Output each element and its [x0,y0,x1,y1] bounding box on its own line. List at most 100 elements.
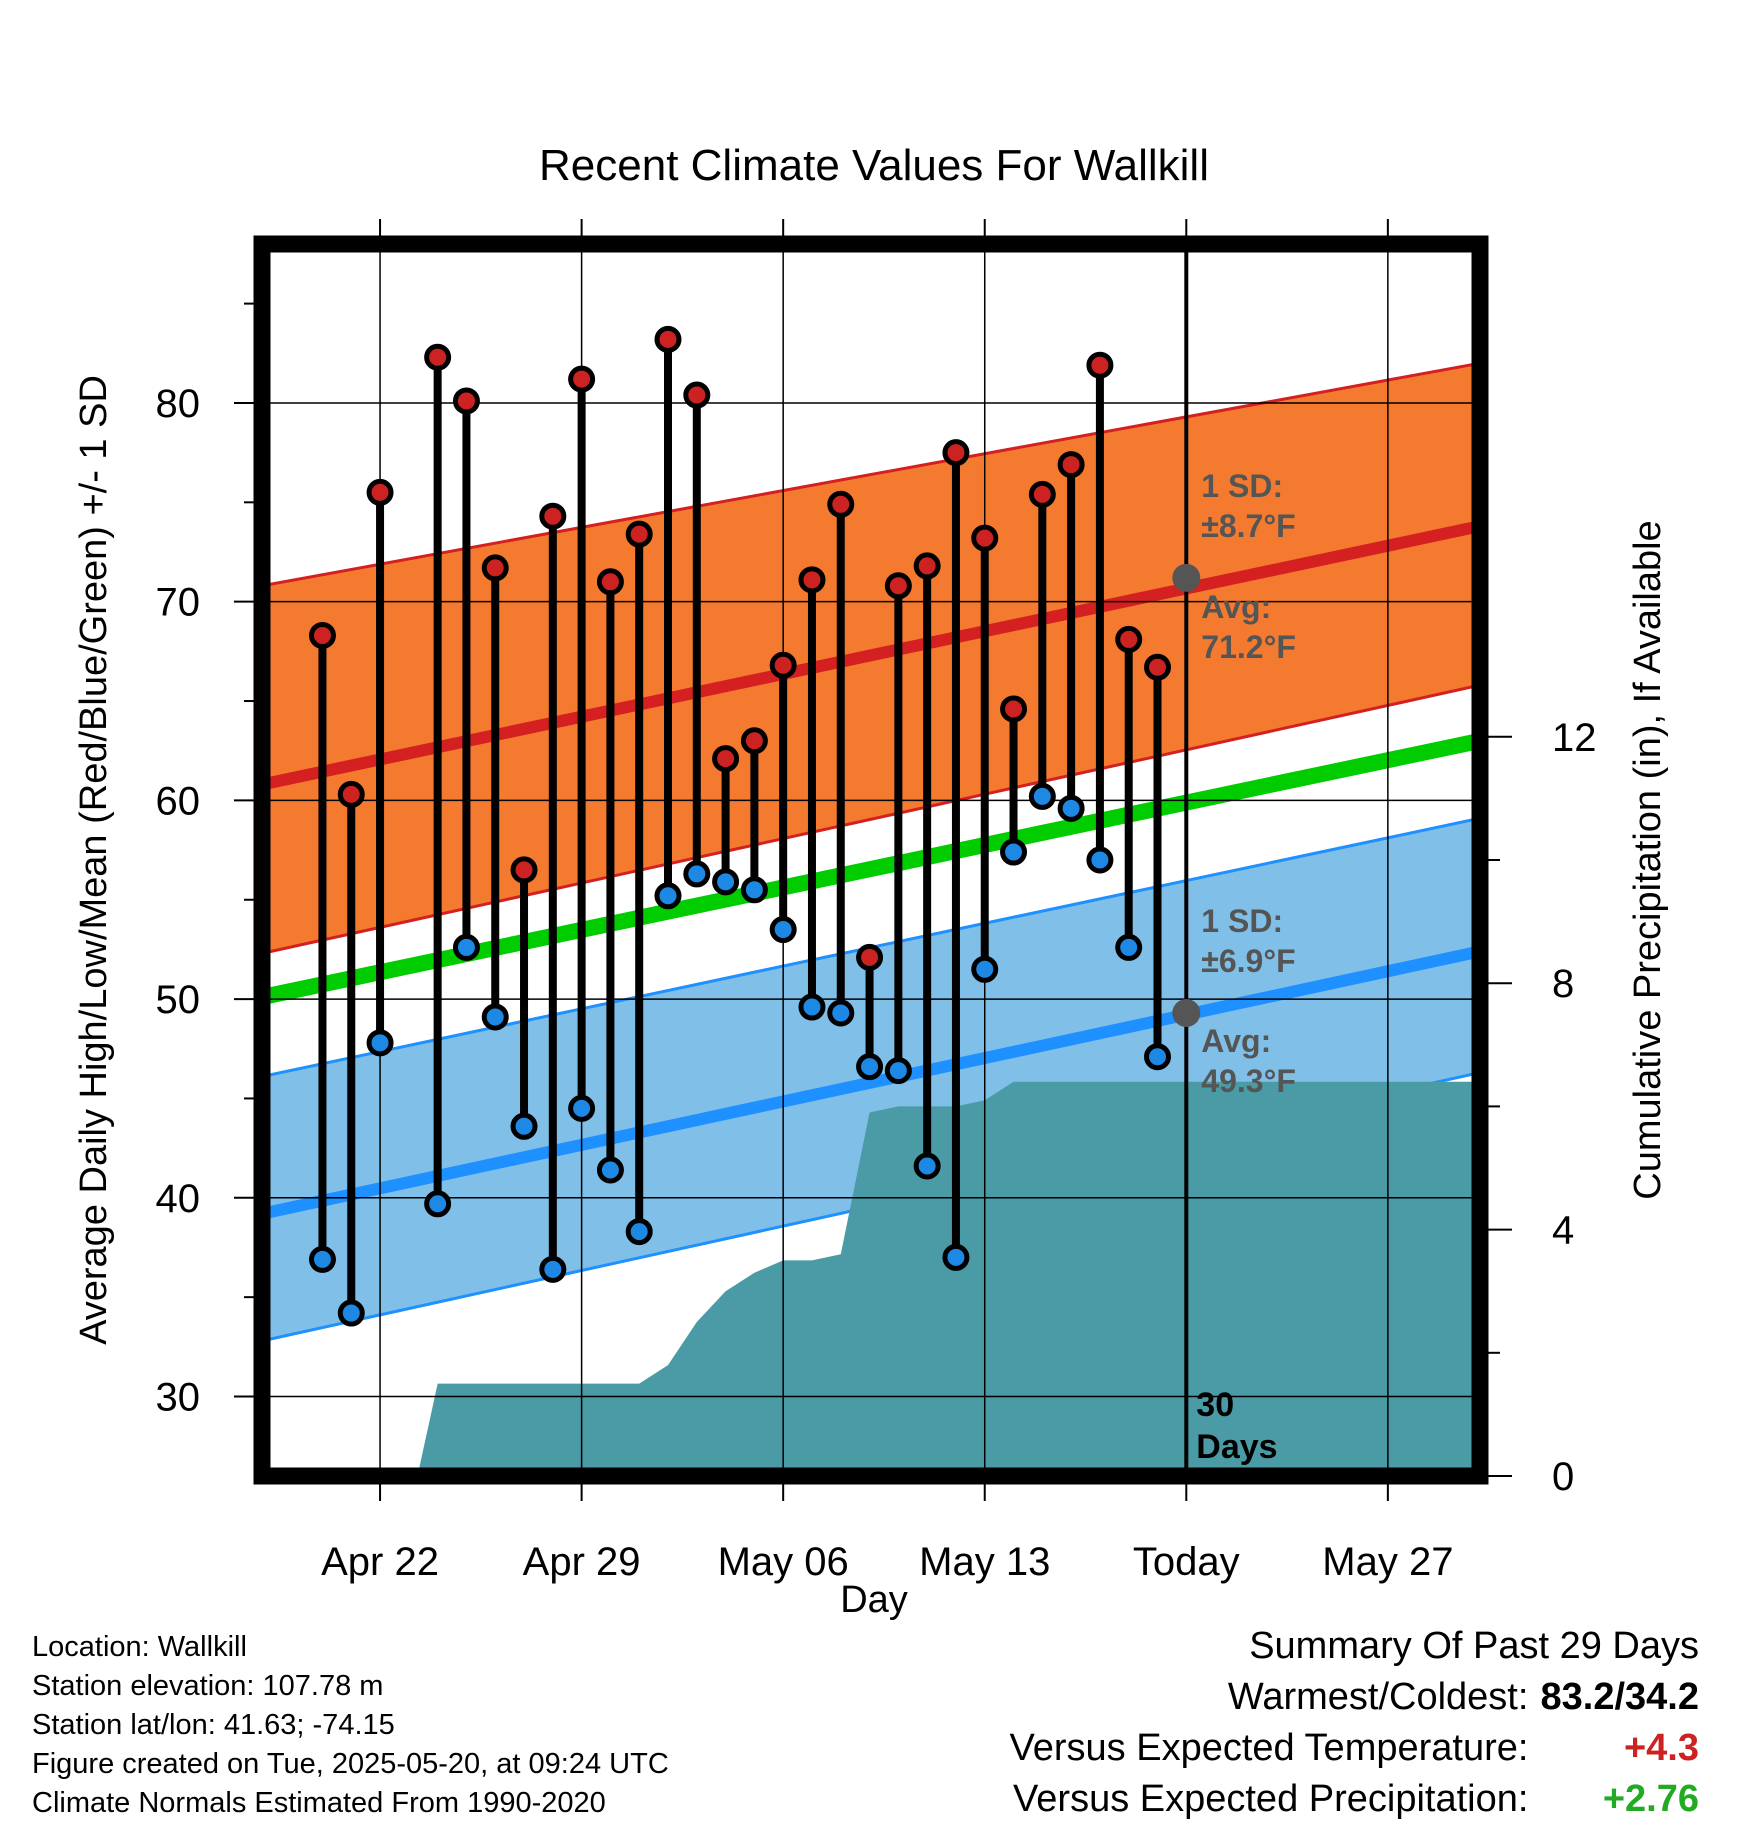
normals-text: Climate Normals Estimated From 1990-2020 [32,1787,606,1819]
daily-high-point [452,387,480,415]
y2-tick-label: 12 [1552,716,1597,760]
today-avg-high-marker [1172,563,1201,592]
daily-low-point [596,1156,624,1184]
warmest-coldest-value: 83.2/34.2 [1540,1676,1699,1718]
low-avg-annotation: 49.3°F [1201,1063,1296,1099]
daily-high-point [424,343,452,371]
precip-anomaly-value: +2.76 [1602,1778,1699,1820]
daily-low-point [712,868,740,896]
y2-tick-label: 0 [1552,1455,1574,1499]
x-tick-label: May 27 [1322,1540,1453,1584]
y-tick-label: 80 [156,382,201,426]
daily-low-point [510,1112,538,1140]
low-avg-line [262,945,1480,1220]
chart-title: Recent Climate Values For Wallkill [539,141,1209,190]
daily-high-point [971,524,999,552]
days-label: 30 [1196,1386,1234,1424]
high-avg-annotation: 71.2°F [1201,629,1296,665]
daily-low-point [1000,838,1028,866]
low-sd-annotation: 1 SD: [1201,903,1283,939]
daily-low-point [1057,794,1085,822]
daily-high-point [337,780,365,808]
daily-low-point [683,860,711,888]
daily-high-point [1028,480,1056,508]
axes: Apr 22 Apr 29 May 06 May 13 Today May 2730405… [156,219,1597,1584]
latlon-text: Station lat/lon: 41.63; -74.15 [32,1709,395,1741]
y-axis-label: Average Daily High/Low/Mean (Red/Blue/Gr… [73,375,115,1345]
daily-high-point [769,651,797,679]
daily-low-point [481,1003,509,1031]
daily-high-point [568,365,596,393]
daily-low-point [308,1245,336,1273]
daily-low-point [452,933,480,961]
y2-axis-label: Cumulative Precipitation (in), If Availa… [1627,520,1669,1199]
daily-high-point [856,943,884,971]
daily-low-point [337,1299,365,1327]
warmest-coldest-label: Warmest/Coldest: [1227,1676,1529,1718]
daily-low-point [539,1255,567,1283]
daily-low-point [913,1152,941,1180]
daily-low-point [654,882,682,910]
elevation-text: Station elevation: 107.78 m [32,1670,384,1702]
summary-panel: Summary Of Past 29 Days Warmest/Coldest:… [1010,1621,1699,1825]
x-tick-label: May 06 [718,1540,849,1584]
location-text: Location: Wallkill [32,1631,247,1663]
data-marks [308,325,1172,1327]
y-tick-label: 40 [156,1177,201,1221]
daily-low-point [827,999,855,1027]
warmest-coldest-row: Warmest/Coldest: 83.2/34.2 [1010,1672,1699,1723]
daily-low-point [884,1057,912,1085]
daily-low-point [1115,933,1143,961]
temp-anomaly-row: Versus Expected Temperature: +4.3 [1010,1723,1699,1774]
daily-high-point [654,325,682,353]
y-tick-label: 70 [156,581,201,625]
annotations: 1 SD: ±8.7°F Avg: 71.2°F 1 SD: ±6.9°F Avg: 49.3… [1172,468,1296,1466]
daily-high-point [596,568,624,596]
x-axis-label: Day [840,1579,908,1620]
daily-high-point [481,554,509,582]
precip-anomaly-label: Versus Expected Precipitation: [1013,1778,1529,1820]
daily-high-point [712,745,740,773]
daily-high-point [1000,695,1028,723]
daily-high-point [913,552,941,580]
climate-chart: Recent Climate Values For Wallkill 1 SD:… [73,141,1669,1620]
daily-low-point [424,1190,452,1218]
high-sd-annotation: ±8.7°F [1201,508,1295,544]
today-avg-low-marker [1172,999,1201,1028]
y2-tick-label: 4 [1552,1209,1574,1253]
daily-low-point [1086,846,1114,874]
daily-high-point [1086,351,1114,379]
daily-high-point [740,727,768,755]
x-tick-label: Today [1133,1540,1240,1584]
daily-high-point [366,478,394,506]
daily-low-point [942,1243,970,1271]
daily-high-point [308,621,336,649]
daily-high-point [884,572,912,600]
summary-title: Summary Of Past 29 Days [1249,1625,1699,1667]
plot-frame [253,235,1489,1485]
daily-high-point [510,856,538,884]
low-avg-annotation: Avg: [1201,1023,1271,1059]
x-tick-label: Apr 22 [321,1540,439,1584]
daily-high-point [1115,625,1143,653]
temp-anomaly-value: +4.3 [1623,1727,1699,1769]
days-label: Days [1196,1428,1277,1466]
created-text: Figure created on Tue, 2025-05-20, at 09… [32,1748,669,1780]
daily-high-point [1057,451,1085,479]
x-tick-label: Apr 29 [523,1540,641,1584]
daily-high-point [798,566,826,594]
y-tick-label: 30 [156,1376,201,1420]
daily-high-point [827,490,855,518]
daily-low-point [625,1218,653,1246]
precip-anomaly-row: Versus Expected Precipitation: +2.76 [1010,1774,1699,1825]
daily-low-point [740,876,768,904]
y-tick-label: 60 [156,779,201,823]
station-info: Location: Wallkill Station elevation: 10… [32,1628,669,1823]
cumulative-precip-area [417,1081,1480,1476]
plot-area [262,361,1480,1476]
daily-high-point [1144,653,1172,681]
daily-high-point [683,381,711,409]
daily-low-point [1144,1043,1172,1071]
x-tick-label: May 13 [919,1540,1050,1584]
y2-tick-label: 8 [1552,962,1574,1006]
